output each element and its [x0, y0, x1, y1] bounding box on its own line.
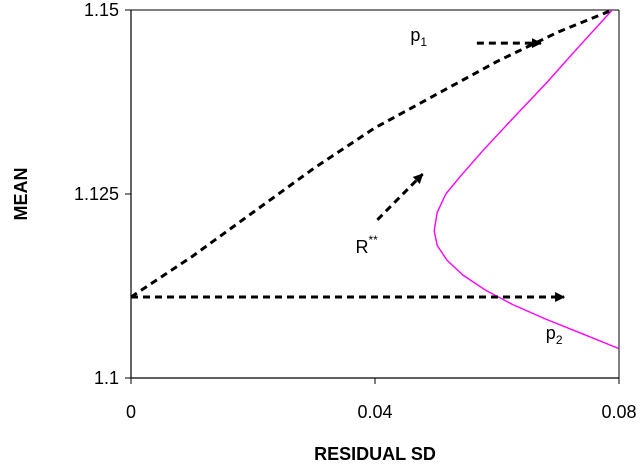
ticks: 0 0.04 0.08 1.1 1.125 1.15	[74, 0, 637, 422]
y-tick-label: 1.125	[74, 184, 119, 204]
y-tick-label: 1.1	[94, 368, 119, 388]
x-tick-label: 0.08	[601, 402, 636, 422]
series-line-frontier	[433, 9, 620, 350]
x-axis-title: RESIDUAL SD	[314, 444, 436, 464]
annotation-layer: p1 R** p2	[355, 25, 562, 347]
series-line-dashed	[130, 8, 613, 299]
annotation-label: R**	[355, 233, 378, 257]
annotation-label: p1	[410, 25, 427, 49]
y-axis-title: MEAN	[11, 168, 31, 221]
x-tick-label: 0.04	[357, 402, 392, 422]
x-tick-label: 0	[126, 402, 136, 422]
arrow-layer	[131, 38, 566, 303]
annotation-arrow	[376, 173, 424, 221]
y-tick-label: 1.15	[84, 0, 119, 20]
annotation-label: p2	[546, 323, 563, 347]
